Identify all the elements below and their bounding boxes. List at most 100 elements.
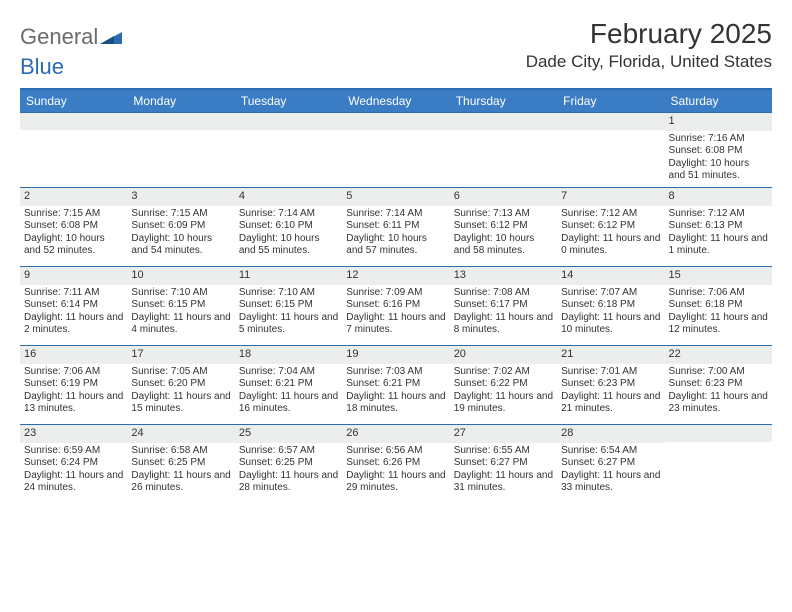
day-cell: 11Sunrise: 7:10 AMSunset: 6:15 PMDayligh…: [235, 267, 342, 345]
day-body: Sunrise: 6:56 AMSunset: 6:26 PMDaylight:…: [342, 443, 449, 499]
day-line: Daylight: 10 hours and 54 minutes.: [131, 233, 230, 258]
calendar-grid: SundayMondayTuesdayWednesdayThursdayFrid…: [20, 88, 772, 503]
day-line: Sunrise: 7:08 AM: [454, 287, 553, 300]
day-line: Sunset: 6:11 PM: [346, 220, 445, 233]
day-cell: 20Sunrise: 7:02 AMSunset: 6:22 PMDayligh…: [450, 346, 557, 424]
day-number: 10: [127, 267, 234, 285]
day-line: Sunset: 6:21 PM: [346, 378, 445, 391]
day-line: Daylight: 11 hours and 18 minutes.: [346, 391, 445, 416]
day-cell: 18Sunrise: 7:04 AMSunset: 6:21 PMDayligh…: [235, 346, 342, 424]
day-line: Sunset: 6:18 PM: [561, 299, 660, 312]
calendar-page: General February 2025 Dade City, Florida…: [0, 0, 792, 521]
day-number: 3: [127, 188, 234, 206]
day-number: 17: [127, 346, 234, 364]
title-location: Dade City, Florida, United States: [526, 52, 772, 72]
day-line: Sunset: 6:22 PM: [454, 378, 553, 391]
day-cell: 14Sunrise: 7:07 AMSunset: 6:18 PMDayligh…: [557, 267, 664, 345]
day-line: Daylight: 11 hours and 7 minutes.: [346, 312, 445, 337]
day-line: Sunrise: 7:10 AM: [239, 287, 338, 300]
day-number: 22: [665, 346, 772, 364]
day-line: Sunrise: 7:15 AM: [24, 208, 123, 221]
day-number: 8: [665, 188, 772, 206]
weekday-wednesday: Wednesday: [342, 90, 449, 112]
day-line: Sunset: 6:20 PM: [131, 378, 230, 391]
day-number: [235, 113, 342, 130]
day-number: 5: [342, 188, 449, 206]
day-body: Sunrise: 7:10 AMSunset: 6:15 PMDaylight:…: [235, 285, 342, 341]
day-line: Sunrise: 7:03 AM: [346, 366, 445, 379]
weekday-sunday: Sunday: [20, 90, 127, 112]
day-line: Sunrise: 7:14 AM: [346, 208, 445, 221]
weekday-tuesday: Tuesday: [235, 90, 342, 112]
day-cell: 6Sunrise: 7:13 AMSunset: 6:12 PMDaylight…: [450, 188, 557, 266]
day-line: Sunrise: 7:14 AM: [239, 208, 338, 221]
day-body: Sunrise: 7:15 AMSunset: 6:09 PMDaylight:…: [127, 206, 234, 262]
day-number: 1: [665, 113, 772, 131]
day-number: 24: [127, 425, 234, 443]
day-line: Daylight: 10 hours and 52 minutes.: [24, 233, 123, 258]
day-cell: 1Sunrise: 7:16 AMSunset: 6:08 PMDaylight…: [665, 113, 772, 187]
logo-word-1: General: [20, 24, 98, 50]
day-line: Daylight: 11 hours and 31 minutes.: [454, 470, 553, 495]
day-line: Sunset: 6:15 PM: [239, 299, 338, 312]
day-body: [20, 130, 127, 136]
day-line: Daylight: 11 hours and 28 minutes.: [239, 470, 338, 495]
day-cell: 23Sunrise: 6:59 AMSunset: 6:24 PMDayligh…: [20, 425, 127, 503]
day-line: Sunset: 6:18 PM: [669, 299, 768, 312]
day-number: 19: [342, 346, 449, 364]
logo-word-2: Blue: [20, 54, 64, 80]
day-body: [235, 130, 342, 136]
day-cell: 27Sunrise: 6:55 AMSunset: 6:27 PMDayligh…: [450, 425, 557, 503]
day-body: Sunrise: 7:05 AMSunset: 6:20 PMDaylight:…: [127, 364, 234, 420]
day-number: 27: [450, 425, 557, 443]
day-line: Sunset: 6:25 PM: [239, 457, 338, 470]
day-cell: 9Sunrise: 7:11 AMSunset: 6:14 PMDaylight…: [20, 267, 127, 345]
day-line: Daylight: 11 hours and 26 minutes.: [131, 470, 230, 495]
day-body: Sunrise: 7:06 AMSunset: 6:18 PMDaylight:…: [665, 285, 772, 341]
weeks-container: 1Sunrise: 7:16 AMSunset: 6:08 PMDaylight…: [20, 112, 772, 503]
day-body: Sunrise: 7:16 AMSunset: 6:08 PMDaylight:…: [665, 131, 772, 187]
weekday-thursday: Thursday: [450, 90, 557, 112]
day-number: 18: [235, 346, 342, 364]
day-body: Sunrise: 7:04 AMSunset: 6:21 PMDaylight:…: [235, 364, 342, 420]
day-body: Sunrise: 7:00 AMSunset: 6:23 PMDaylight:…: [665, 364, 772, 420]
day-body: Sunrise: 7:07 AMSunset: 6:18 PMDaylight:…: [557, 285, 664, 341]
day-body: Sunrise: 6:59 AMSunset: 6:24 PMDaylight:…: [20, 443, 127, 499]
day-line: Sunrise: 7:09 AM: [346, 287, 445, 300]
day-line: Sunrise: 7:04 AM: [239, 366, 338, 379]
day-number: 26: [342, 425, 449, 443]
day-line: Sunrise: 7:02 AM: [454, 366, 553, 379]
day-line: Sunrise: 7:12 AM: [561, 208, 660, 221]
day-line: Daylight: 11 hours and 24 minutes.: [24, 470, 123, 495]
day-line: Sunrise: 7:10 AM: [131, 287, 230, 300]
day-cell-empty: [20, 113, 127, 187]
logo: General: [20, 24, 122, 50]
day-line: Daylight: 11 hours and 5 minutes.: [239, 312, 338, 337]
day-line: Sunset: 6:14 PM: [24, 299, 123, 312]
day-line: Sunset: 6:21 PM: [239, 378, 338, 391]
title-month: February 2025: [526, 18, 772, 50]
day-body: Sunrise: 7:10 AMSunset: 6:15 PMDaylight:…: [127, 285, 234, 341]
week-row: 1Sunrise: 7:16 AMSunset: 6:08 PMDaylight…: [20, 112, 772, 187]
day-cell-empty: [127, 113, 234, 187]
day-line: Sunrise: 6:58 AM: [131, 445, 230, 458]
day-number: 16: [20, 346, 127, 364]
week-row: 23Sunrise: 6:59 AMSunset: 6:24 PMDayligh…: [20, 424, 772, 503]
day-cell: 24Sunrise: 6:58 AMSunset: 6:25 PMDayligh…: [127, 425, 234, 503]
day-body: Sunrise: 6:54 AMSunset: 6:27 PMDaylight:…: [557, 443, 664, 499]
day-number: 7: [557, 188, 664, 206]
day-body: Sunrise: 7:13 AMSunset: 6:12 PMDaylight:…: [450, 206, 557, 262]
day-body: Sunrise: 7:02 AMSunset: 6:22 PMDaylight:…: [450, 364, 557, 420]
day-body: Sunrise: 7:11 AMSunset: 6:14 PMDaylight:…: [20, 285, 127, 341]
day-cell-empty: [235, 113, 342, 187]
day-cell-empty: [450, 113, 557, 187]
day-line: Daylight: 11 hours and 8 minutes.: [454, 312, 553, 337]
day-line: Daylight: 11 hours and 1 minute.: [669, 233, 768, 258]
day-cell: 15Sunrise: 7:06 AMSunset: 6:18 PMDayligh…: [665, 267, 772, 345]
day-line: Daylight: 11 hours and 23 minutes.: [669, 391, 768, 416]
day-number: 15: [665, 267, 772, 285]
day-number: 4: [235, 188, 342, 206]
day-cell: 10Sunrise: 7:10 AMSunset: 6:15 PMDayligh…: [127, 267, 234, 345]
day-body: [450, 130, 557, 136]
day-cell: 13Sunrise: 7:08 AMSunset: 6:17 PMDayligh…: [450, 267, 557, 345]
